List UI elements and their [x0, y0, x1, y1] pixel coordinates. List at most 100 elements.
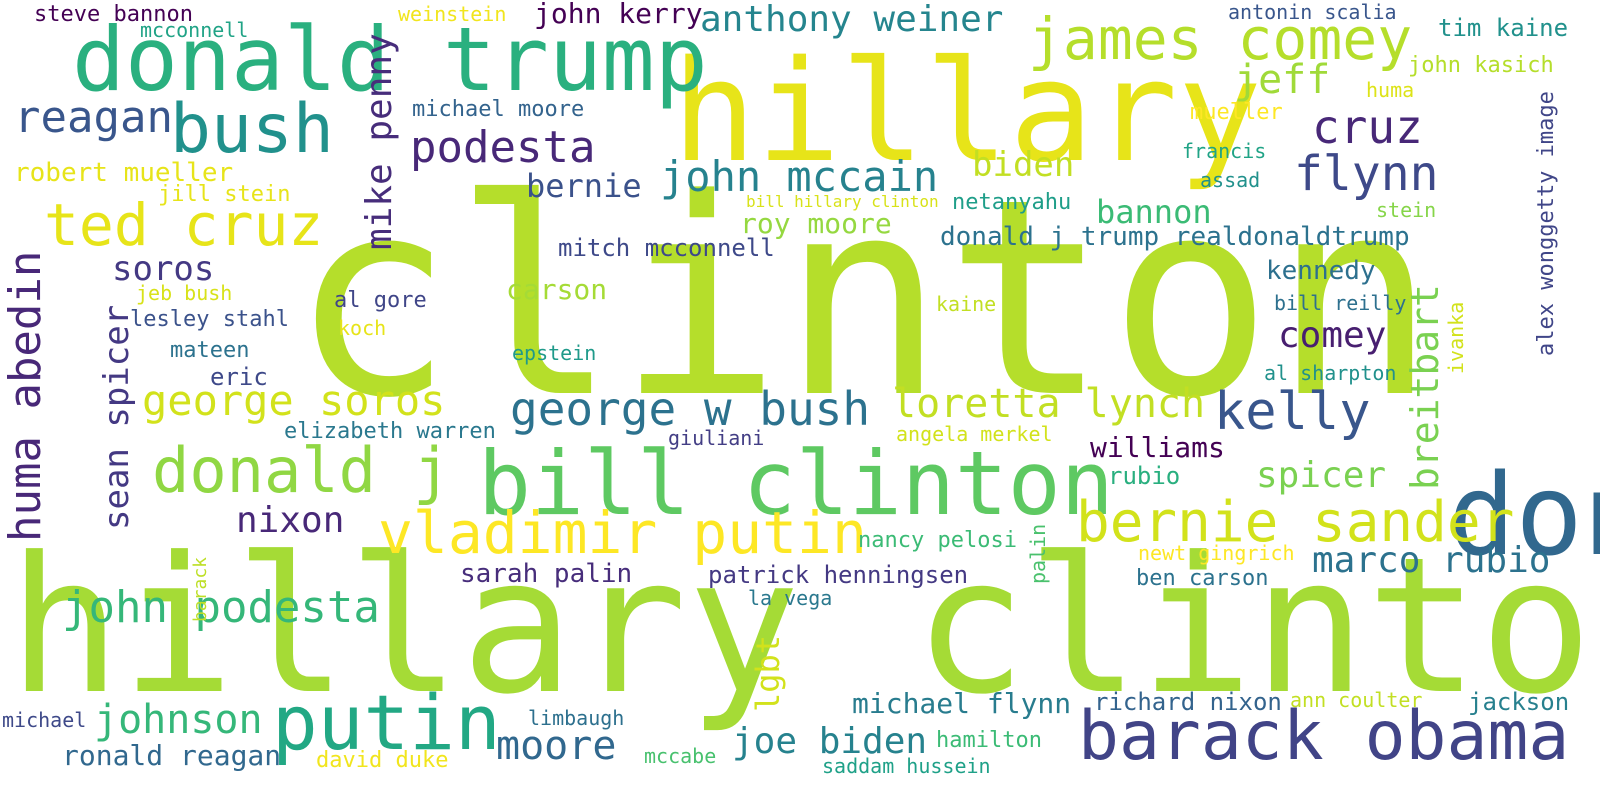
- word-jeb-bush: jeb bush: [136, 281, 233, 305]
- word-mitch-mcconnell: mitch mcconnell: [558, 234, 775, 262]
- word-ben-carson: ben carson: [1136, 566, 1269, 591]
- word-epstein: epstein: [512, 341, 597, 365]
- word-michael: michael: [2, 708, 87, 732]
- word-donald-j: donald j: [152, 434, 451, 507]
- word-assad: assad: [1200, 168, 1261, 192]
- word-eric: eric: [210, 363, 268, 391]
- word-bernie-sander: bernie sander: [1076, 490, 1515, 555]
- word-bannon: bannon: [1096, 193, 1212, 231]
- word-putin: putin: [272, 678, 501, 767]
- word-john-kasich: john kasich: [1408, 53, 1554, 78]
- word-flynn: flynn: [1294, 146, 1439, 202]
- word-jeff: jeff: [1234, 57, 1331, 103]
- word-george-w-bush: george w bush: [510, 382, 871, 436]
- word-hamilton: hamilton: [936, 728, 1042, 753]
- word-donald-trump: donald trump: [72, 8, 708, 111]
- word-breitbart: breitbart: [1403, 284, 1447, 490]
- word-spicer: spicer: [1256, 455, 1387, 496]
- word-bill-hillary-clinton: bill hillary clinton: [746, 192, 939, 211]
- word-ivanka: ivanka: [1444, 301, 1468, 374]
- word-kaine: kaine: [936, 292, 997, 316]
- word-bill-reilly: bill reilly: [1274, 291, 1407, 315]
- word-george-soros: george soros: [142, 376, 446, 425]
- word-ann-coulter: ann coulter: [1290, 688, 1423, 712]
- word-michael-moore: michael moore: [412, 97, 585, 122]
- word-lgbt: lgbt: [749, 634, 787, 712]
- word-giuliani: giuliani: [668, 426, 765, 450]
- word-bernie: bernie: [526, 167, 642, 205]
- word-antonin-scalia: antonin scalia: [1228, 0, 1397, 24]
- word-mcconnell: mcconnell: [140, 18, 249, 42]
- word-donald-j-trump-realdonaldtrump: donald j trump realdonaldtrump: [940, 222, 1410, 252]
- word-tim-kaine: tim kaine: [1438, 14, 1569, 42]
- word-sean-spicer: sean spicer: [97, 304, 137, 530]
- word-kelly: kelly: [1214, 382, 1371, 442]
- word-al-sharpton: al sharpton: [1264, 361, 1397, 385]
- word-jill-stein: jill stein: [158, 182, 291, 207]
- word-huma-abedin: huma abedin: [0, 250, 51, 542]
- word-stein: stein: [1376, 198, 1437, 222]
- word-sarah-palin: sarah palin: [460, 559, 633, 589]
- word-nancy-pelosi: nancy pelosi: [858, 528, 1017, 553]
- word-alex-wonggetty-image: alex wonggetty image: [1534, 91, 1559, 356]
- word-johnson: johnson: [94, 697, 263, 743]
- word-john-kerry: john kerry: [534, 0, 703, 30]
- word-palin: palin: [1026, 523, 1050, 584]
- word-huma: huma: [1366, 78, 1415, 102]
- word-vladimir-putin: vladimir putin: [378, 499, 867, 567]
- word-angela-merkel: angela merkel: [896, 422, 1053, 446]
- word-barack: barack: [190, 556, 211, 622]
- word-patrick-henningsen: patrick henningsen: [708, 561, 969, 589]
- word-moore: moore: [496, 723, 617, 769]
- word-podesta: podesta: [410, 122, 596, 173]
- word-la-vega: la vega: [748, 586, 833, 610]
- word-williams: williams: [1090, 431, 1225, 464]
- word-comey: comey: [1278, 315, 1387, 356]
- word-clinton: clinton: [290, 142, 1437, 458]
- word-soros: soros: [112, 249, 215, 289]
- word-newt-gingrich: newt gingrich: [1138, 541, 1295, 565]
- word-bush: bush: [170, 90, 334, 169]
- word-anthony-weiner: anthony weiner: [700, 0, 1004, 40]
- word-hillary: hillary: [672, 31, 1263, 194]
- word-michael-flynn: michael flynn: [852, 687, 1072, 720]
- word-joe-biden: joe biden: [732, 721, 928, 762]
- word-robert-mueller: robert mueller: [14, 158, 234, 188]
- word-donald-ticker-podesta v: john podesta: [62, 582, 380, 633]
- word-kennedy: kennedy: [1266, 256, 1376, 286]
- word-bill-clinton: bill clinton: [478, 432, 1114, 535]
- word-ted-cruz: ted cruz: [44, 191, 324, 259]
- word-mateen: mateen: [170, 338, 250, 363]
- word-mccabe: mccabe: [644, 744, 717, 768]
- word-rubio: rubio: [1108, 462, 1181, 490]
- word-lesley-stahl: lesley stahl: [130, 307, 289, 332]
- word-saddam-hussein: saddam hussein: [822, 754, 991, 778]
- word-loretta-lynch: loretta lynch: [892, 381, 1206, 427]
- word-mueller: mueller: [1190, 100, 1283, 125]
- word-ronald-reagan: ronald reagan: [62, 739, 282, 772]
- word-netanyahu: netanyahu: [952, 190, 1072, 215]
- word-nixon: nixon: [236, 500, 345, 541]
- word-francis: francis: [1182, 139, 1267, 163]
- word-mike-penny: mike penny: [359, 33, 400, 250]
- word-john-mccain: john mccain: [660, 152, 939, 201]
- word-carson: carson: [506, 273, 608, 306]
- word-david-duke: david duke: [316, 748, 449, 773]
- word-biden: biden: [972, 145, 1075, 185]
- word-jackson: jackson: [1468, 688, 1570, 716]
- word-al-gore: al gore: [334, 288, 427, 313]
- word-cruz: cruz: [1312, 100, 1423, 154]
- word-reagan: reagan: [14, 92, 173, 143]
- word-donald: donald: [1448, 451, 1600, 581]
- word-limbaugh: limbaugh: [528, 706, 625, 730]
- word-weinstein: weinstein: [398, 2, 507, 26]
- word-marco-rubio: marco rubio: [1312, 540, 1551, 581]
- word-steve-bannon: steve bannon: [34, 2, 193, 27]
- word-barack-obama: barack obama: [1078, 697, 1570, 776]
- word-roy-moore: roy moore: [740, 207, 892, 240]
- word-koch: koch: [338, 316, 387, 340]
- word-james-comey: james comey: [1028, 5, 1413, 73]
- word-richard-nixon: richard nixon: [1094, 688, 1282, 716]
- word-elizabeth-warren: elizabeth warren: [284, 419, 496, 444]
